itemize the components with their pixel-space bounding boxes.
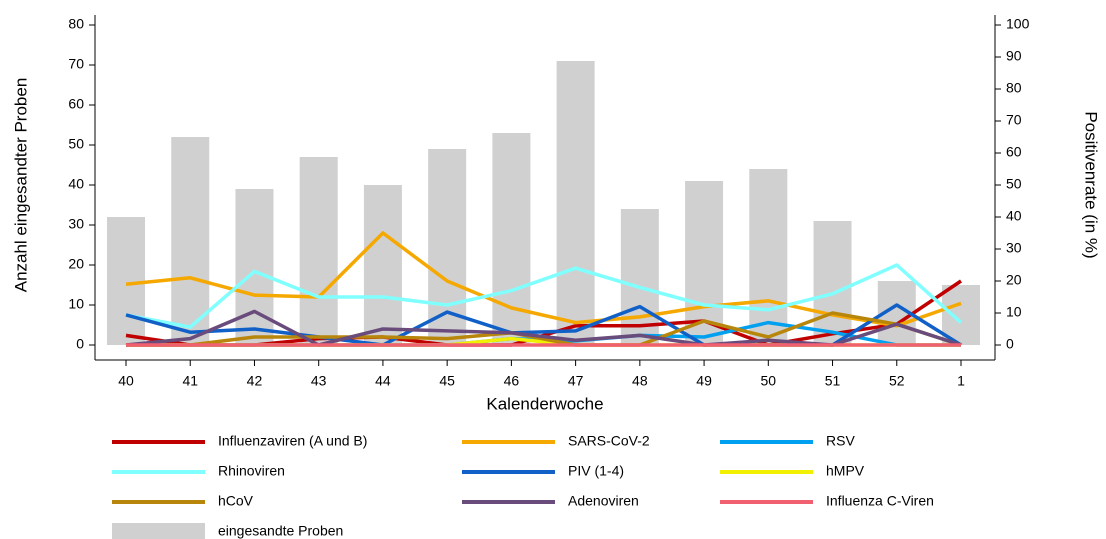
y2-tick-label: 0	[1006, 336, 1014, 352]
bar	[107, 217, 145, 345]
y2-tick-label: 30	[1006, 240, 1022, 256]
y2-tick-label: 90	[1006, 48, 1022, 64]
y-tick-label: 20	[68, 256, 84, 272]
legend-label: Influenza C-Viren	[826, 493, 934, 509]
bar	[363, 185, 402, 345]
x-tick-label: 48	[632, 373, 648, 389]
legend-label: RSV	[826, 433, 855, 449]
bar	[235, 189, 274, 345]
legend-swatch	[112, 523, 205, 539]
x-tick-label: 43	[311, 373, 327, 389]
y2-tick-label: 80	[1006, 80, 1022, 96]
y-tick-label: 70	[68, 56, 84, 72]
legend-label: Rhinoviren	[218, 463, 285, 479]
y-axis-title: Anzahl eingesandter Proben	[11, 78, 30, 293]
y2-tick-label: 60	[1006, 144, 1022, 160]
x-tick-label: 44	[375, 373, 391, 389]
bar	[171, 137, 210, 345]
bar	[556, 61, 595, 345]
bar	[813, 221, 852, 345]
y-tick-label: 50	[68, 136, 84, 152]
x-tick-label: 49	[696, 373, 712, 389]
x-tick-label: 1	[957, 373, 965, 389]
x-tick-label: 40	[118, 373, 134, 389]
legend-label: PIV (1-4)	[568, 463, 624, 479]
x-tick-label: 47	[568, 373, 584, 389]
series-line	[125, 231, 962, 328]
x-axis-title: Kalenderwoche	[486, 394, 603, 413]
bar	[685, 181, 724, 345]
y2-tick-label: 10	[1006, 304, 1022, 320]
bar	[299, 157, 338, 345]
x-tick-label: 42	[247, 373, 263, 389]
y2-tick-label: 40	[1006, 208, 1022, 224]
x-tick-label: 51	[825, 373, 841, 389]
y-tick-label: 60	[68, 96, 84, 112]
y2-tick-label: 20	[1006, 272, 1022, 288]
x-tick-label: 45	[439, 373, 455, 389]
y-tick-label: 30	[68, 216, 84, 232]
y-tick-label: 80	[68, 16, 84, 32]
bar	[620, 209, 659, 345]
y-tick-label: 10	[68, 296, 84, 312]
y2-axis-title: Positivenrate (in %)	[1082, 111, 1101, 258]
bar	[749, 169, 788, 345]
bar	[942, 285, 980, 345]
y2-tick-label: 100	[1006, 16, 1030, 32]
legend-label: Adenoviren	[568, 493, 639, 509]
legend-label: hMPV	[826, 463, 865, 479]
x-tick-label: 50	[761, 373, 777, 389]
legend-label: Influenzaviren (A und B)	[218, 433, 367, 449]
y-tick-label: 0	[76, 336, 84, 352]
series-line	[126, 311, 962, 347]
bar	[492, 133, 531, 345]
x-tick-label: 46	[504, 373, 520, 389]
legend-label: hCoV	[218, 493, 254, 509]
y2-tick-label: 70	[1006, 112, 1022, 128]
legend-label: SARS-CoV-2	[568, 433, 650, 449]
x-tick-label: 41	[182, 373, 198, 389]
y2-tick-label: 50	[1006, 176, 1022, 192]
y-tick-label: 40	[68, 176, 84, 192]
legend-label: eingesandte Proben	[218, 523, 343, 539]
series-line	[125, 263, 963, 329]
x-tick-label: 52	[889, 373, 905, 389]
